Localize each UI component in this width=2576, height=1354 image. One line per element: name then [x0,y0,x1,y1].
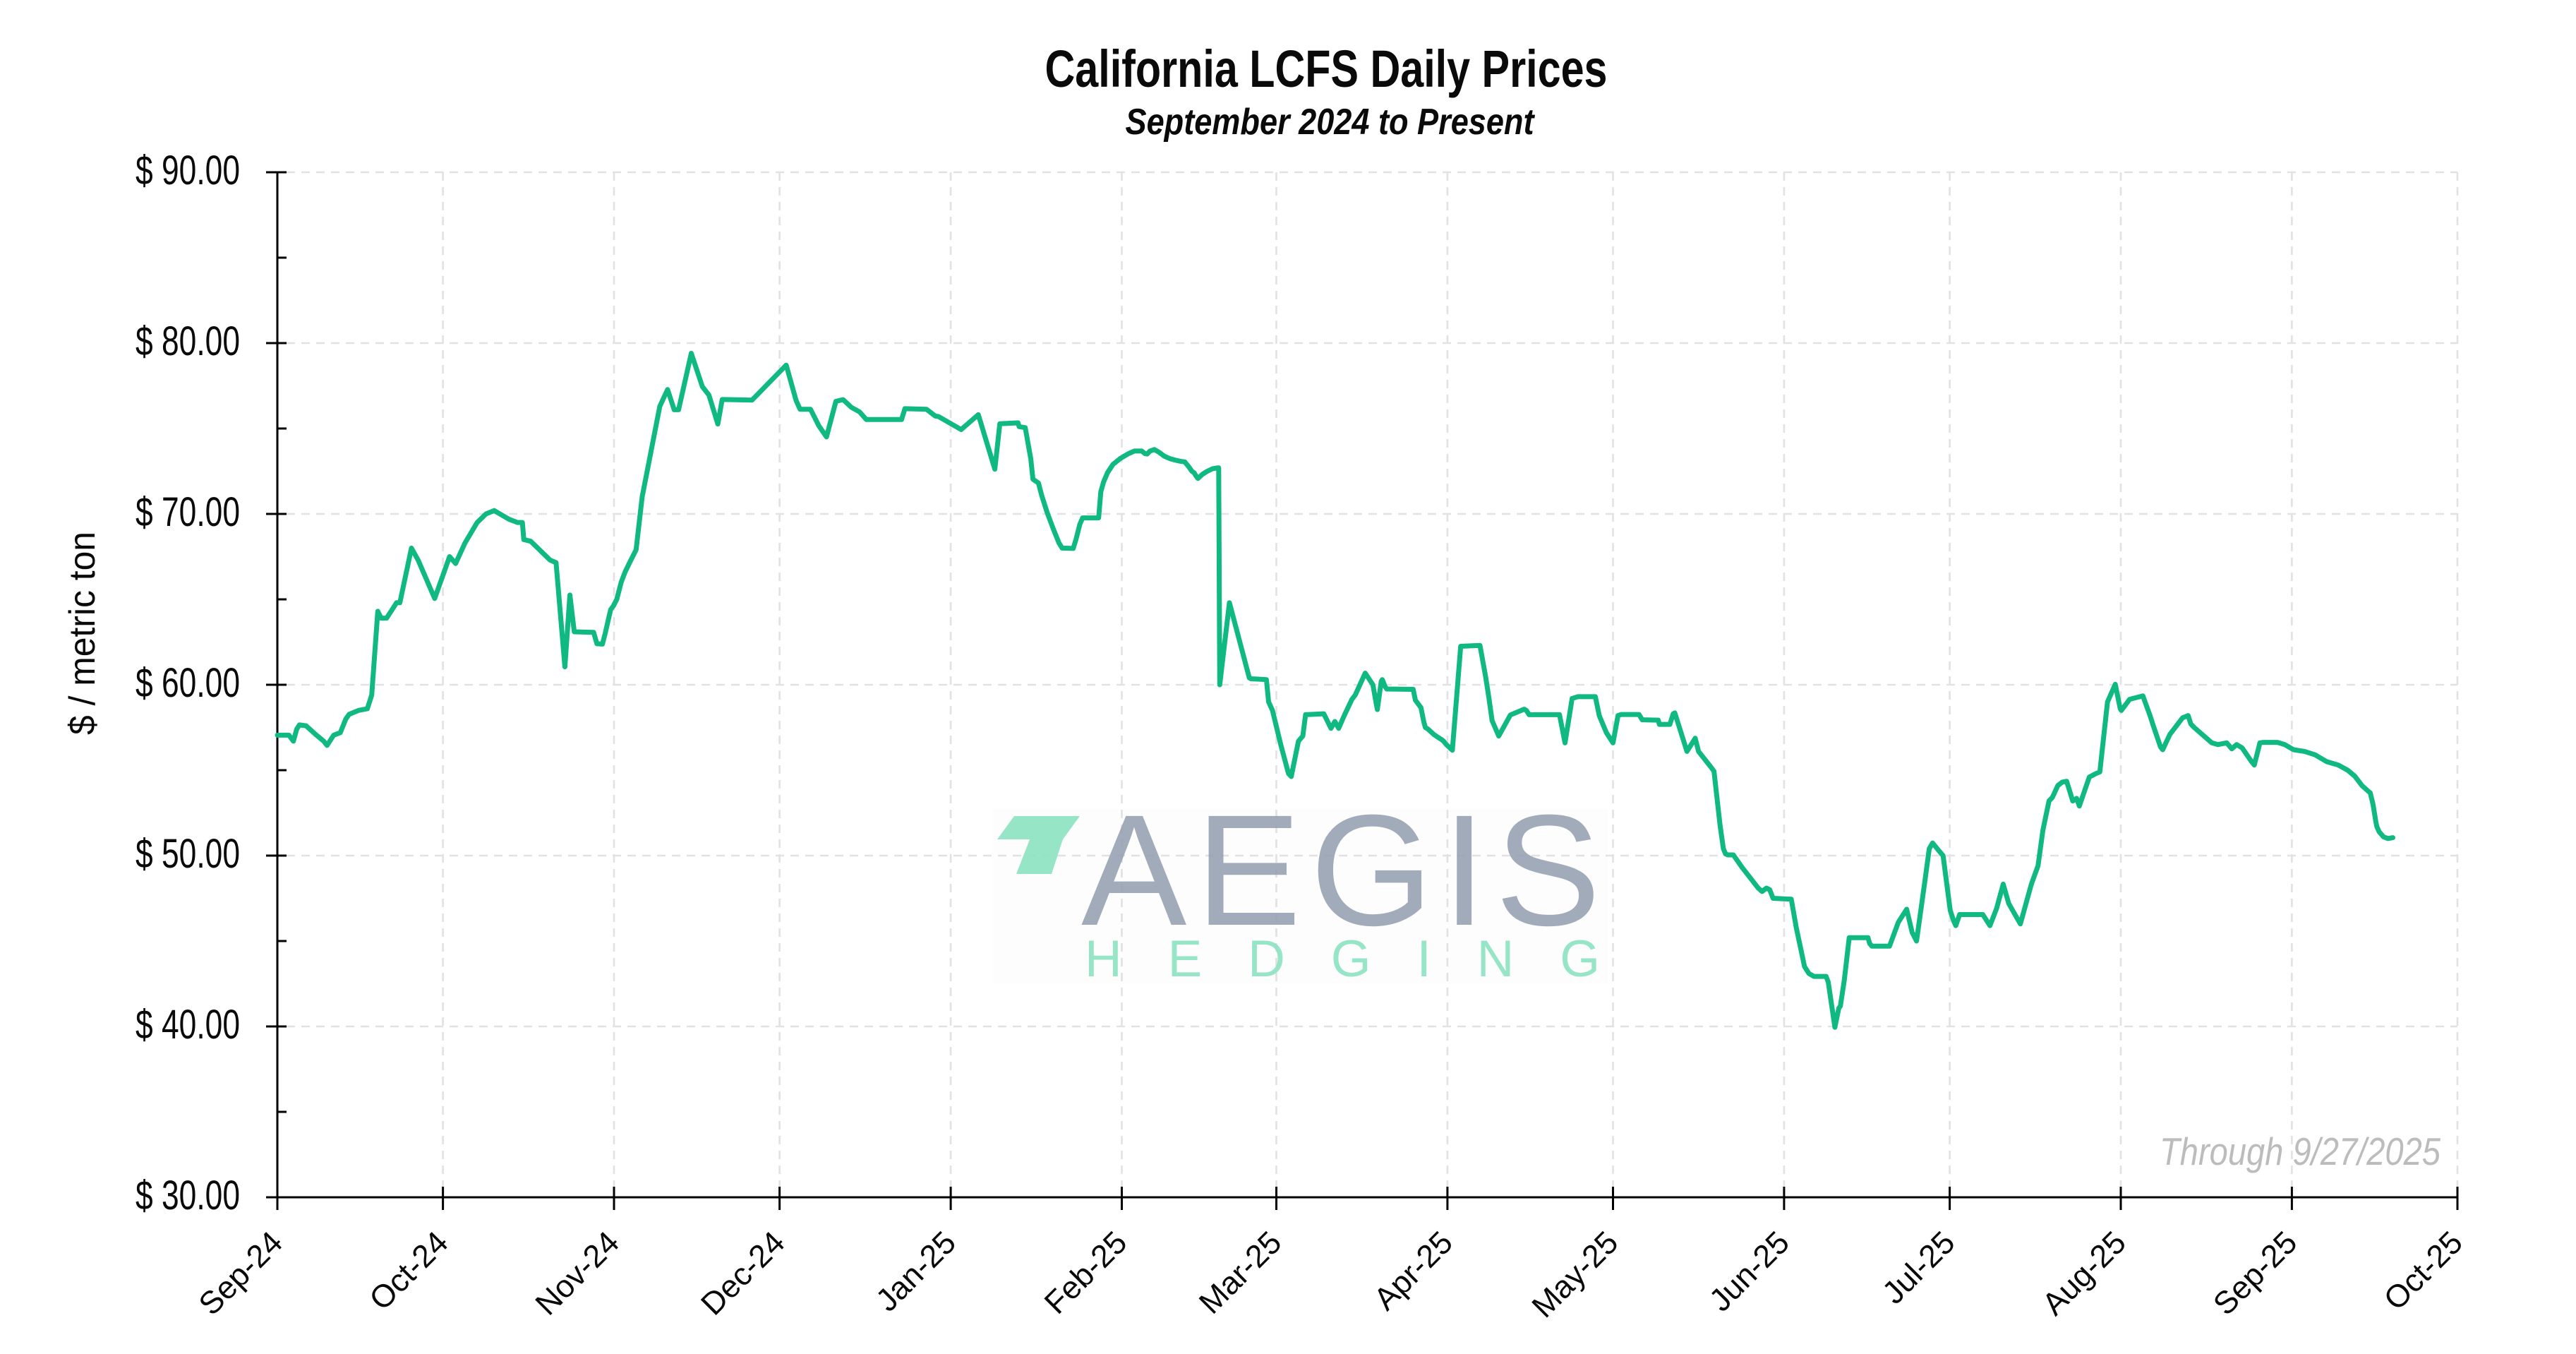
svg-text:$ 40.00: $ 40.00 [136,1002,240,1048]
svg-text:$ 80.00: $ 80.00 [136,318,240,364]
svg-text:$ / metric ton: $ / metric ton [62,532,103,735]
svg-text:$ 90.00: $ 90.00 [136,148,240,193]
svg-text:California LCFS Daily Prices: California LCFS Daily Prices [1045,40,1608,98]
svg-text:AEGIS: AEGIS [1081,782,1601,959]
svg-text:$ 50.00: $ 50.00 [136,831,240,877]
svg-text:$ 60.00: $ 60.00 [136,660,240,706]
svg-text:Through 9/27/2025: Through 9/27/2025 [2160,1130,2440,1173]
svg-text:September 2024 to Present: September 2024 to Present [1126,102,1536,143]
svg-text:$ 30.00: $ 30.00 [136,1173,240,1218]
svg-text:$ 70.00: $ 70.00 [136,489,240,535]
